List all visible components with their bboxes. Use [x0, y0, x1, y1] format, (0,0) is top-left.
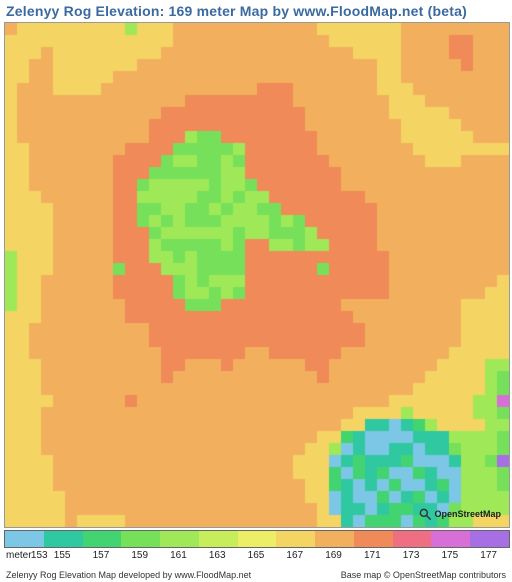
legend-tick: 171 [364, 550, 381, 561]
road-path [5, 527, 465, 528]
legend-tick: 165 [248, 550, 265, 561]
legend-swatch [354, 531, 393, 547]
legend-swatch [160, 531, 199, 547]
legend-tick: 177 [480, 550, 497, 561]
legend-swatch [83, 531, 122, 547]
legend-swatch [276, 531, 315, 547]
footer-credit-left: Zelenyy Rog Elevation Map developed by w… [6, 570, 251, 580]
legend-swatch [121, 531, 160, 547]
legend-unit-label: meter [6, 550, 32, 561]
legend-color-bar [4, 530, 510, 548]
map-figure: Zelenyy Rog Elevation: 169 meter Map by … [0, 0, 512, 582]
legend-swatch [393, 531, 432, 547]
magnifier-icon [418, 507, 432, 521]
legend-tick: 159 [131, 550, 148, 561]
legend-tick: 153 [31, 550, 48, 561]
legend-tick: 167 [286, 550, 303, 561]
legend-swatch [470, 531, 509, 547]
legend-tick: 157 [93, 550, 110, 561]
legend-swatch [315, 531, 354, 547]
legend-tick: 161 [170, 550, 187, 561]
legend-tick: 155 [54, 550, 71, 561]
legend-ticks: meter 153 155 157 159 161 163 165 167 169 171 173 1… [4, 550, 508, 564]
map-area: OpenStreetMap [4, 22, 510, 528]
page-title: Zelenyy Rog Elevation: 169 meter Map by … [6, 3, 467, 19]
road-overlay [5, 527, 509, 528]
legend-tick: 169 [325, 550, 342, 561]
osm-attribution: OpenStreetMap [418, 507, 501, 521]
legend-swatch [431, 531, 470, 547]
legend-tick: 163 [209, 550, 226, 561]
footer-credit-right: Base map © OpenStreetMap contributors [341, 570, 506, 580]
legend-swatch [5, 531, 44, 547]
legend-tick: 175 [442, 550, 459, 561]
legend-swatch [44, 531, 83, 547]
legend-tick: 173 [403, 550, 420, 561]
elevation-heatmap [5, 23, 509, 527]
legend-swatch [238, 531, 277, 547]
legend-swatch [199, 531, 238, 547]
osm-label: OpenStreetMap [434, 509, 501, 519]
footer: Zelenyy Rog Elevation Map developed by w… [6, 570, 506, 580]
